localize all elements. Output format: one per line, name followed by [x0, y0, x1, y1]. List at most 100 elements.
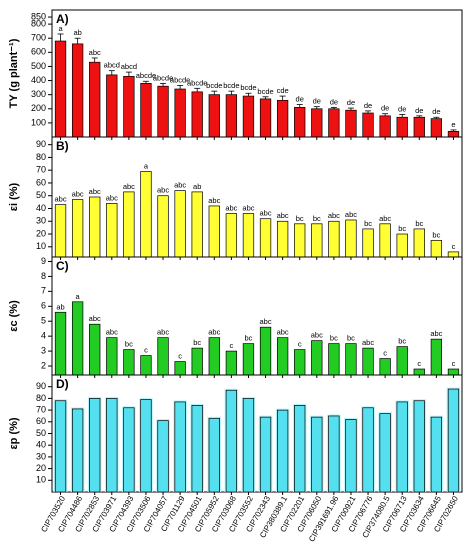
bar: [294, 349, 306, 376]
annotation: c: [383, 349, 387, 358]
annotation: e: [451, 120, 455, 129]
bar: [106, 74, 118, 138]
bar: [123, 407, 135, 493]
bar: [396, 116, 408, 138]
bar: [345, 109, 357, 138]
annotation: abc: [259, 209, 271, 218]
bar: [225, 213, 238, 258]
annotation: a: [58, 24, 63, 33]
bar: [71, 301, 84, 376]
bar: [294, 107, 306, 138]
y-tick-label: 30: [36, 216, 46, 226]
annotation: abc: [106, 328, 118, 337]
bar: [140, 171, 152, 258]
y-tick-label: 800: [31, 18, 46, 28]
bar: [276, 220, 289, 258]
annotation: abc: [328, 211, 340, 220]
bar: [413, 400, 425, 493]
bar: [174, 361, 186, 376]
annotation: bc: [364, 219, 372, 228]
annotation: abc: [54, 195, 66, 204]
bar: [379, 413, 391, 493]
bar: [447, 388, 460, 493]
annotation: de: [347, 98, 355, 107]
bar: [54, 204, 67, 258]
annotation: de: [415, 106, 423, 115]
bar: [259, 218, 272, 258]
annotation: c: [230, 341, 234, 350]
annotation: abc: [259, 317, 271, 326]
y-tick-label: 850: [31, 11, 46, 21]
annotation: a: [144, 161, 149, 170]
y-tick-label: 80: [36, 152, 46, 162]
bar: [157, 337, 169, 376]
annotation: bcde: [206, 81, 222, 90]
annotation: abc: [311, 331, 323, 340]
annotation: bc: [330, 334, 338, 343]
annotation: c: [417, 359, 421, 368]
annotation: abc: [277, 211, 289, 220]
bar: [259, 98, 272, 138]
bar: [311, 223, 323, 258]
bar: [174, 88, 186, 138]
annotation: abcde: [136, 71, 156, 80]
panel-title: D): [56, 377, 69, 391]
annotation: abcd: [121, 62, 137, 71]
bar: [140, 83, 152, 138]
bar: [276, 409, 289, 493]
bar: [89, 196, 101, 258]
annotation: bc: [398, 224, 406, 233]
bar: [191, 347, 203, 376]
annotation: abc: [89, 314, 101, 323]
bar: [430, 118, 443, 138]
bar: [225, 350, 238, 376]
annotation: abc: [345, 210, 357, 219]
annotation: abcde: [170, 75, 190, 84]
annotation: bcde: [257, 87, 273, 96]
bar: [413, 228, 425, 258]
annotation: bc: [125, 340, 133, 349]
bar: [140, 355, 152, 376]
bar: [447, 131, 460, 138]
annotation: c: [144, 346, 148, 355]
y-tick-label: 40: [36, 203, 46, 213]
y-tick-label: 3: [41, 345, 46, 355]
bar: [123, 75, 135, 138]
annotation: abc: [157, 186, 169, 195]
bar: [362, 407, 374, 493]
annotation: bc: [296, 214, 304, 223]
annotation: abcde: [153, 73, 173, 82]
annotation: abc: [208, 196, 220, 205]
annotation: abc: [157, 328, 169, 337]
y-tick-label: 50: [36, 190, 46, 200]
bar: [123, 191, 135, 258]
y-tick-label: 2: [41, 360, 46, 370]
annotation: c: [178, 352, 182, 361]
y-tick-label: 90: [36, 381, 46, 391]
bar: [123, 349, 135, 376]
bar: [328, 220, 340, 258]
bar: [106, 203, 118, 258]
y-tick-label: 200: [31, 103, 46, 113]
annotation: abc: [277, 328, 289, 337]
annotation: bc: [415, 219, 423, 228]
bar: [242, 398, 255, 493]
bar: [311, 108, 323, 138]
bar: [379, 115, 391, 138]
y-tick-label: 50: [36, 428, 46, 438]
bar: [89, 61, 101, 138]
bar: [447, 368, 460, 376]
bar: [345, 343, 357, 376]
bar: [54, 400, 67, 493]
y-tick-label: 70: [36, 404, 46, 414]
y-tick-label: 80: [36, 393, 46, 403]
bar: [345, 219, 357, 258]
bar: [191, 405, 203, 493]
y-tick-label: 6: [41, 301, 46, 311]
bar: [157, 420, 169, 493]
annotation: ab: [73, 28, 81, 37]
y-tick-label: 90: [36, 139, 46, 149]
annotation: cde: [277, 86, 289, 95]
y-tick-label: 7: [41, 286, 46, 296]
